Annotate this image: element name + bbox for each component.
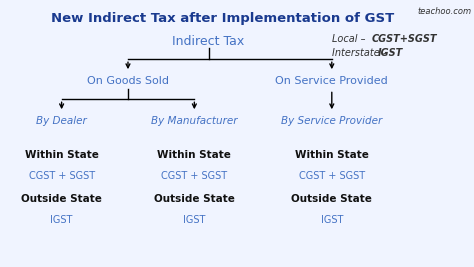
- Text: Local –: Local –: [332, 34, 368, 44]
- Text: CGST + SGST: CGST + SGST: [28, 171, 95, 181]
- Text: IGST: IGST: [377, 48, 402, 58]
- Text: IGST: IGST: [183, 215, 206, 225]
- Text: IGST: IGST: [320, 215, 343, 225]
- Text: Outside State: Outside State: [154, 194, 235, 204]
- Text: Interstate -: Interstate -: [332, 48, 386, 58]
- Text: On Goods Sold: On Goods Sold: [87, 76, 169, 87]
- Text: Outside State: Outside State: [21, 194, 102, 204]
- Text: Within State: Within State: [295, 150, 369, 160]
- Text: By Manufacturer: By Manufacturer: [151, 116, 237, 127]
- Text: On Service Provided: On Service Provided: [275, 76, 388, 87]
- Text: IGST: IGST: [50, 215, 73, 225]
- Text: By Service Provider: By Service Provider: [281, 116, 383, 127]
- Text: New Indirect Tax after Implementation of GST: New Indirect Tax after Implementation of…: [51, 12, 394, 25]
- Text: Indirect Tax: Indirect Tax: [173, 35, 245, 48]
- Text: Outside State: Outside State: [292, 194, 372, 204]
- Text: Within State: Within State: [25, 150, 99, 160]
- Text: CGST + SGST: CGST + SGST: [299, 171, 365, 181]
- Text: CGST + SGST: CGST + SGST: [161, 171, 228, 181]
- Text: By Dealer: By Dealer: [36, 116, 87, 127]
- Text: teachoo.com: teachoo.com: [418, 7, 472, 16]
- Text: Within State: Within State: [157, 150, 231, 160]
- Text: CGST+SGST: CGST+SGST: [372, 34, 438, 44]
